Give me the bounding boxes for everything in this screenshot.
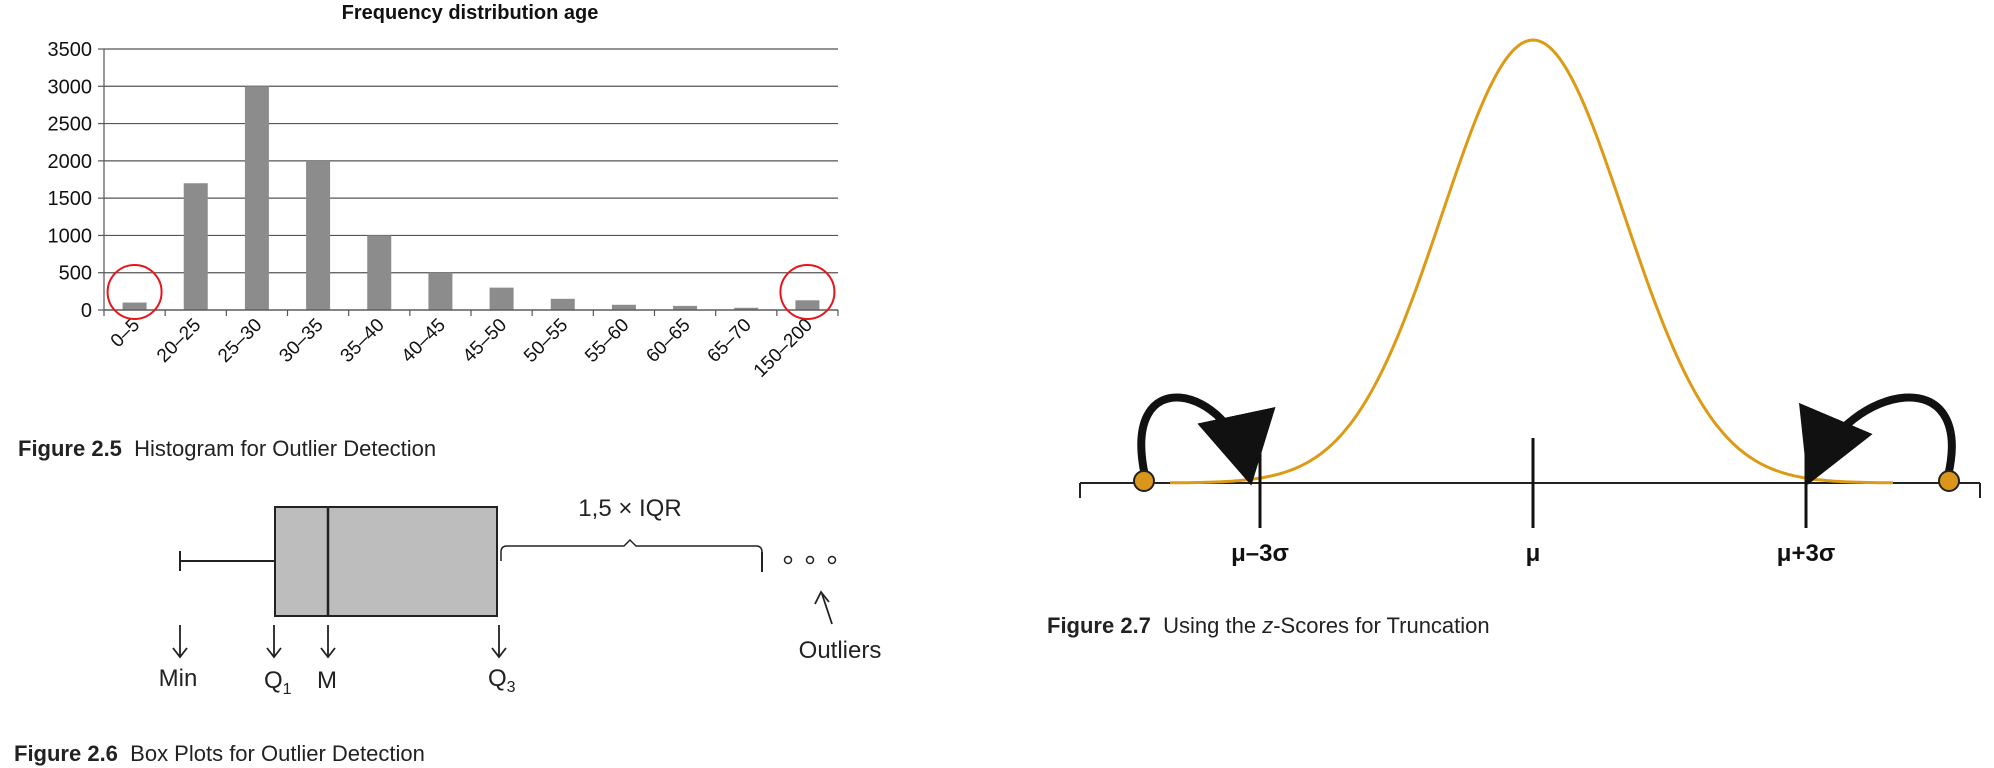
bar-55–60 bbox=[611, 304, 636, 310]
outlier-highlight-circle bbox=[779, 264, 836, 320]
y-tick-label: 2000 bbox=[48, 151, 93, 173]
bar-35–40 bbox=[367, 235, 392, 310]
outlier-highlights bbox=[106, 264, 836, 320]
x-tick-label: 55–60 bbox=[581, 315, 633, 367]
x-tick-label: 30–35 bbox=[275, 315, 327, 367]
bars bbox=[122, 86, 820, 311]
min-arrow bbox=[172, 625, 188, 659]
outlier-highlight-circle bbox=[106, 264, 163, 320]
bar-45–50 bbox=[489, 287, 514, 310]
q3-arrow bbox=[491, 625, 507, 659]
q1-subscript: 1 bbox=[283, 681, 292, 698]
x-tick-label: 45–50 bbox=[459, 315, 511, 367]
bar-0–5 bbox=[122, 302, 147, 310]
x-tick-label: 25–30 bbox=[214, 315, 266, 367]
figure-2-6-caption: Figure 2.6 Box Plots for Outlier Detecti… bbox=[14, 741, 425, 767]
q1-arrow bbox=[266, 625, 282, 659]
iqr-label: 1,5 × IQR bbox=[578, 495, 681, 522]
outlier-dot bbox=[805, 555, 815, 565]
median-label: M bbox=[317, 667, 337, 694]
outliers-arrow bbox=[821, 593, 833, 625]
x-tick-label: 35–40 bbox=[337, 315, 389, 367]
bar-20–25 bbox=[183, 183, 208, 310]
x-tick-label: 60–65 bbox=[642, 315, 694, 367]
grid-lines bbox=[104, 48, 838, 311]
x-tick-label: 150–200 bbox=[750, 315, 817, 382]
min-label: Min bbox=[159, 665, 198, 692]
x-tick-label: 50–55 bbox=[520, 315, 572, 367]
figure-2-5-caption: Figure 2.5 Histogram for Outlier Detecti… bbox=[18, 436, 436, 462]
bar-25–30 bbox=[244, 86, 269, 311]
bar-40–45 bbox=[428, 272, 453, 310]
figure-2-7-caption: Figure 2.7 Using the z-Scores for Trunca… bbox=[1047, 613, 1490, 639]
bar-50–55 bbox=[550, 298, 575, 310]
chart-title: Frequency distribution age bbox=[342, 2, 599, 24]
figure-label: Figure 2.6 bbox=[14, 741, 118, 766]
box-plot-diagram: 1,5 × IQR Outliers Min Q1 M Q3 bbox=[159, 495, 882, 698]
x-tick-label: 20–25 bbox=[153, 315, 205, 367]
y-tick-label: 500 bbox=[59, 263, 92, 285]
outliers-arrowhead bbox=[814, 590, 830, 605]
iqr-box bbox=[274, 506, 498, 617]
y-tick-label: 1500 bbox=[48, 188, 93, 210]
y-tick-label: 3000 bbox=[48, 76, 93, 98]
left-truncation-arrow bbox=[1137, 393, 1276, 486]
bar-65–70 bbox=[734, 307, 759, 310]
y-tick-label: 3500 bbox=[48, 39, 93, 61]
figure-text-italic: z bbox=[1262, 613, 1274, 638]
plus-3-sigma-label: μ+3σ bbox=[1777, 540, 1835, 567]
normal-curve bbox=[1170, 38, 1893, 485]
median-arrow bbox=[320, 625, 336, 659]
q3-label: Q3 bbox=[488, 665, 516, 696]
x-tick-label: 40–45 bbox=[398, 315, 450, 367]
x-tick-label: 0–5 bbox=[107, 315, 144, 352]
figure-text: Box Plots for Outlier Detection bbox=[130, 741, 425, 766]
left-outlier-point bbox=[1133, 470, 1155, 492]
bar-150–200 bbox=[795, 300, 820, 310]
normal-distribution-diagram: μ–3σ μ μ+3σ bbox=[1079, 38, 1981, 567]
figure-text-after: -Scores for Truncation bbox=[1273, 613, 1490, 638]
minus-3-sigma-label: μ–3σ bbox=[1231, 540, 1289, 567]
q3-subscript: 3 bbox=[507, 679, 516, 696]
iqr-bracket bbox=[500, 538, 763, 561]
right-truncation-arrow bbox=[1799, 393, 1956, 485]
q1-label: Q1 bbox=[264, 667, 292, 698]
y-tick-label: 0 bbox=[81, 300, 92, 322]
x-axis: 0–5 20–25 25–30 30–35 35–40 40–45 45–50 50–55 55… bbox=[103, 309, 839, 382]
figure-text-before: Using the bbox=[1163, 613, 1263, 638]
x-tick-label: 65–70 bbox=[704, 315, 756, 367]
figure-text: Histogram for Outlier Detection bbox=[134, 436, 437, 461]
bar-30–35 bbox=[306, 160, 331, 310]
right-outlier-point bbox=[1938, 470, 1960, 492]
outliers-label: Outliers bbox=[799, 637, 882, 664]
y-tick-label: 2500 bbox=[48, 114, 93, 136]
y-axis: 0 500 1000 1500 2000 2500 3000 3500 bbox=[48, 39, 105, 322]
y-tick-label: 1000 bbox=[48, 225, 93, 247]
figure-label: Figure 2.5 bbox=[18, 436, 122, 461]
outlier-dot bbox=[827, 555, 837, 565]
outlier-dot bbox=[783, 555, 793, 565]
bar-60–65 bbox=[673, 305, 698, 310]
histogram-chart: Frequency distribution age 0 500 1000 1500 2… bbox=[48, 2, 839, 382]
mu-label: μ bbox=[1526, 540, 1541, 567]
figure-label: Figure 2.7 bbox=[1047, 613, 1151, 638]
